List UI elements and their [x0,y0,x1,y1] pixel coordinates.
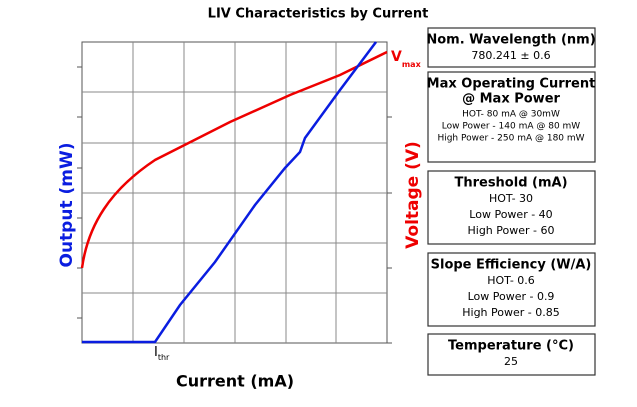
ithr-label: Ithr [154,345,170,362]
box-line: Low Power - 140 mA @ 80 mW [442,122,581,132]
box-line: HOT- 30 [489,192,533,205]
box-line: HOT- 80 mA @ 30mW [462,110,560,120]
box-line: High Power - 60 [468,224,555,237]
axis-ticks [77,66,392,344]
info-box [427,71,596,163]
info-box [427,252,596,327]
box-title: Threshold (mA) [454,176,567,191]
y2-axis-label: Voltage (V) [403,141,423,249]
grid [77,42,392,344]
box-line: HOT- 0.6 [487,274,535,287]
box-line: 25 [504,355,518,368]
box-title: Nom. Wavelength (nm) [426,33,595,48]
box-line: Low Power - 0.9 [468,290,555,303]
box-title: Temperature (°C) [448,339,574,354]
box-title: Max Operating Current [427,77,596,92]
box-line: 780.241 ± 0.6 [471,49,550,62]
chart-title: LIV Characteristics by Current [208,7,429,22]
box-line: Low Power - 40 [469,208,552,221]
voltage-curve [80,50,388,269]
box-title: @ Max Power [462,92,560,107]
info-box [427,333,596,376]
box-title: Slope Efficiency (W/A) [431,258,592,273]
y-axis-label: Output (mW) [57,142,77,267]
info-box [427,27,596,68]
box-line: High Power - 250 mA @ 180 mW [437,134,584,144]
box-line: High Power - 0.85 [462,306,560,319]
vmax-label: Vmax [391,49,422,69]
info-box [427,170,596,245]
x-axis-label: Current (mA) [176,372,294,391]
output-curve [82,41,377,344]
